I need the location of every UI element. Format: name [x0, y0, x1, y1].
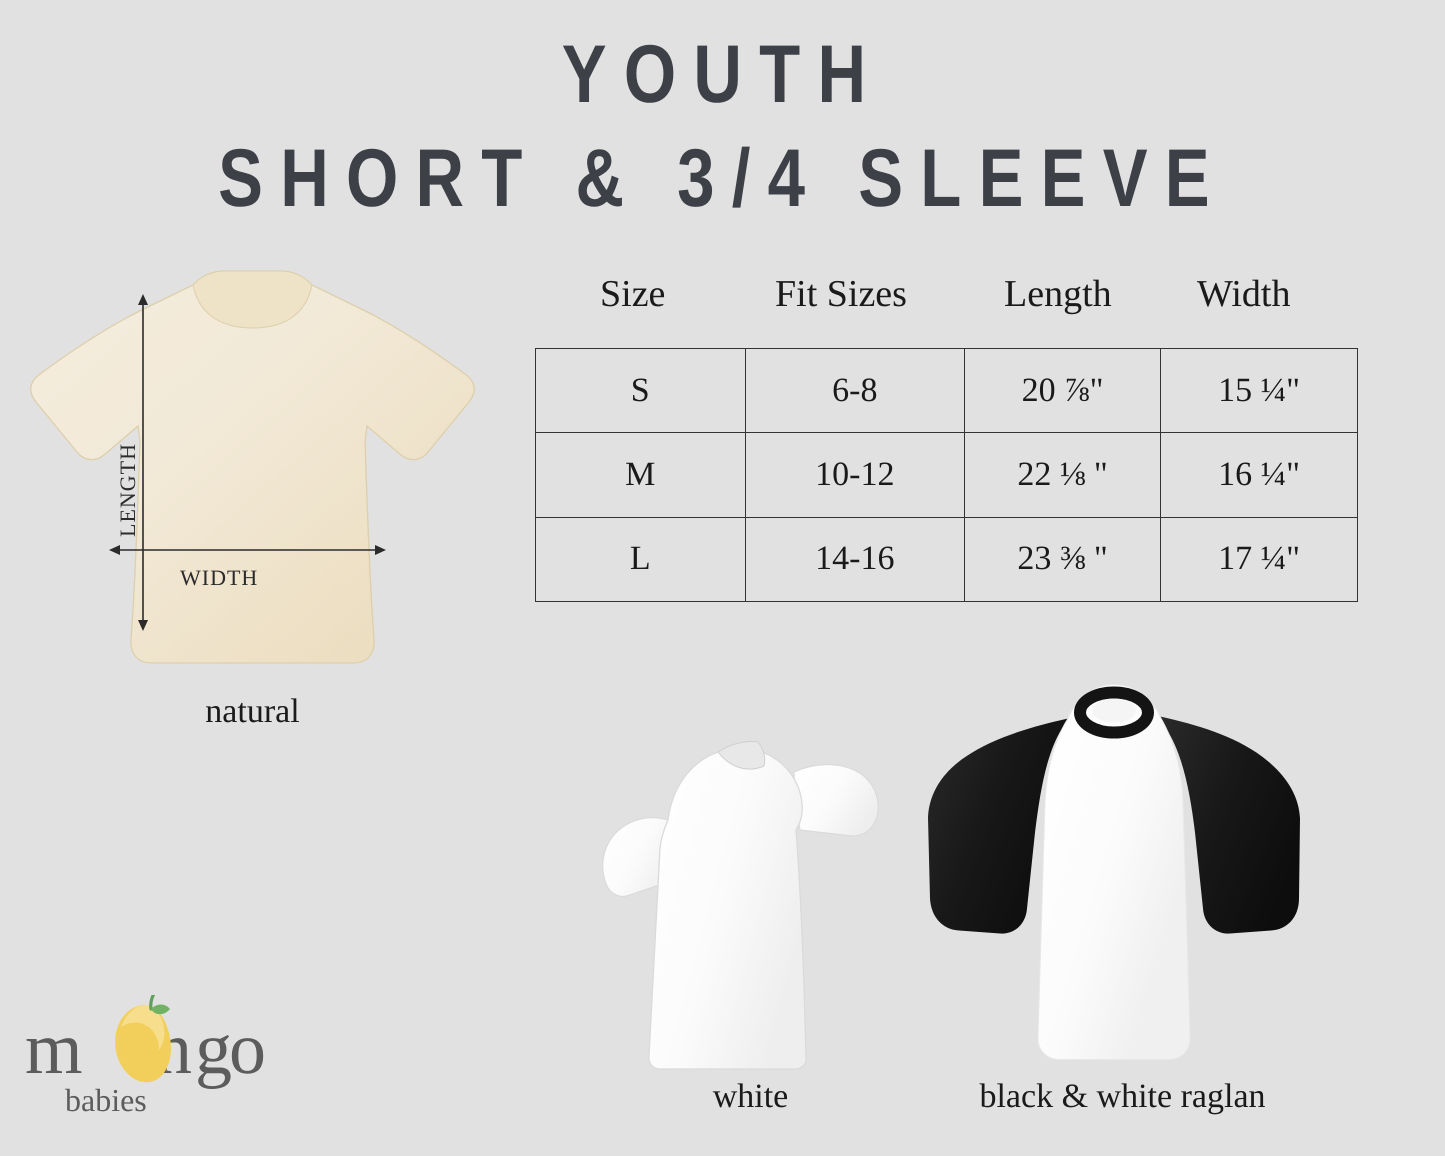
svg-text:LENGTH: LENGTH	[115, 443, 140, 537]
svg-text:WIDTH: WIDTH	[180, 565, 258, 590]
svg-text:m: m	[25, 1008, 82, 1090]
svg-text:babies: babies	[65, 1082, 147, 1115]
svg-text:go: go	[195, 1008, 264, 1090]
